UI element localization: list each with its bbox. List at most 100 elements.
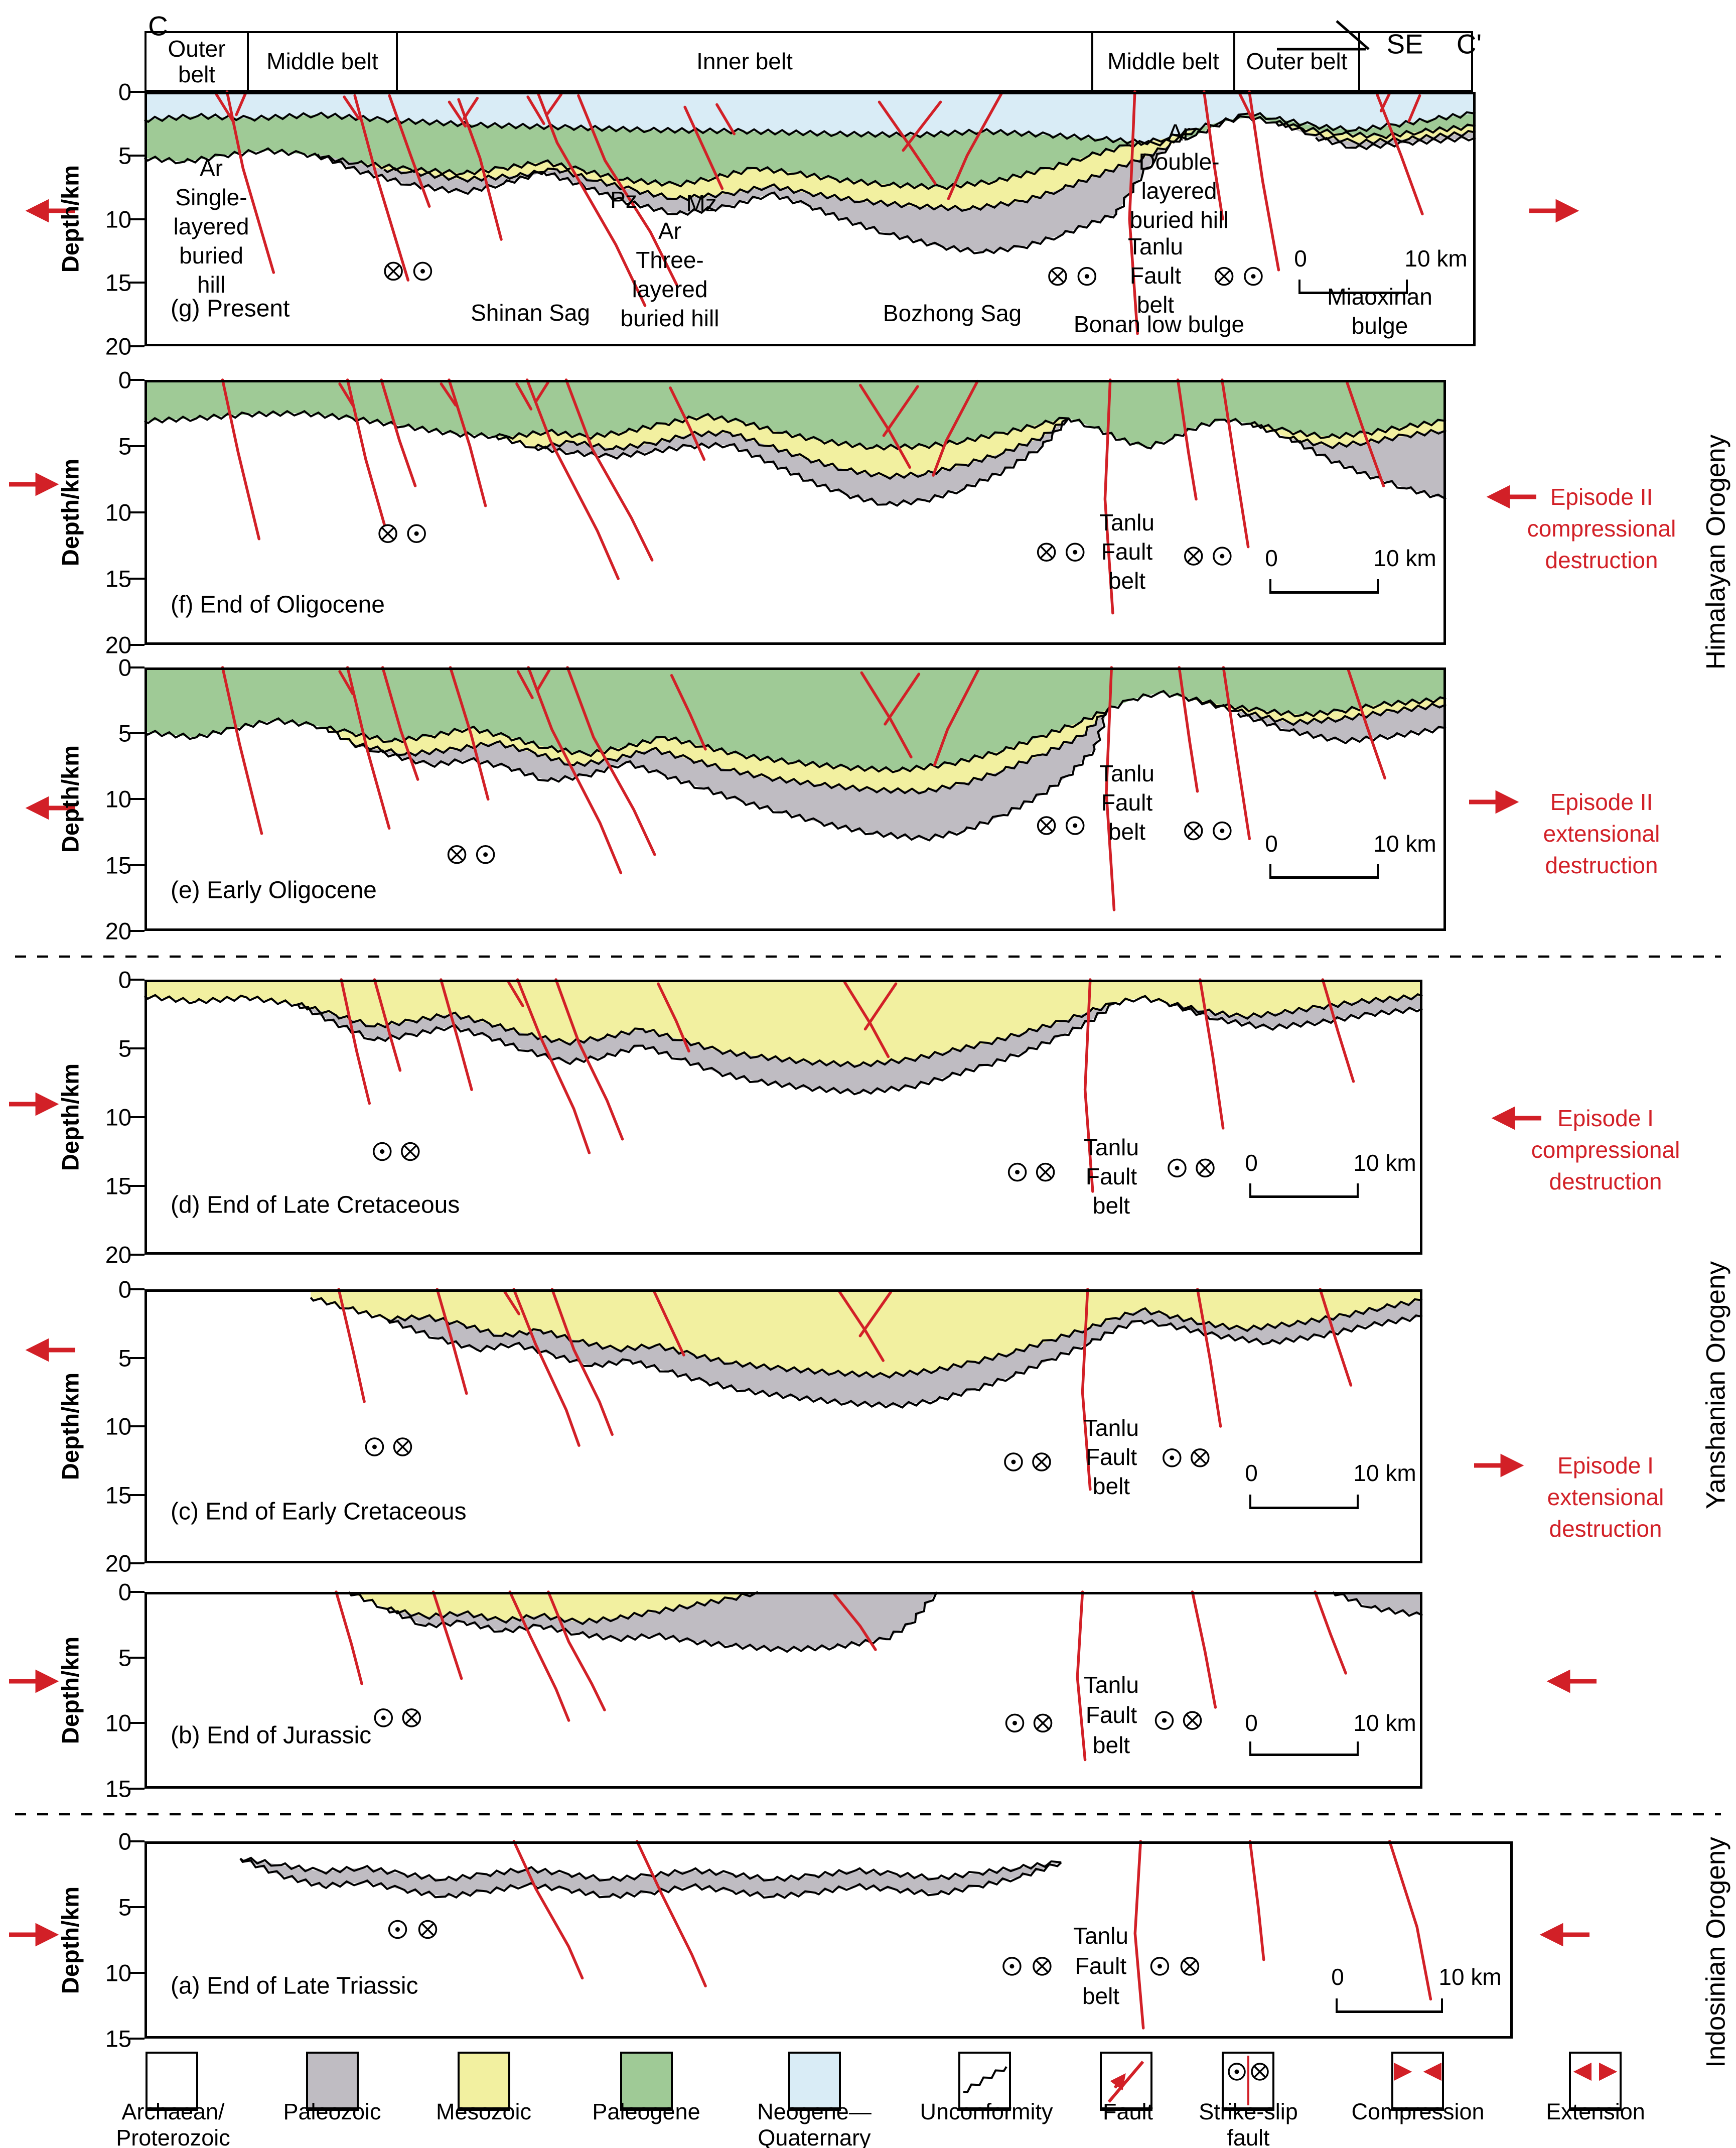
episode1-compressional-line2: compressional <box>1531 1137 1680 1163</box>
fault-line <box>346 378 388 534</box>
fault-splay <box>440 382 457 407</box>
tanlu-label-line3: belt <box>1092 1473 1130 1500</box>
tanlu-label-line1: Tanlu <box>1099 760 1154 787</box>
paleozoic-layer <box>387 1300 1423 1406</box>
fault-line <box>564 378 654 562</box>
fault-splay <box>516 670 534 700</box>
fault-line <box>335 1590 363 1685</box>
fault-line <box>512 1840 584 1980</box>
scalebar-zero: 0 <box>1265 831 1278 857</box>
fault-line <box>525 378 620 580</box>
cross-section-e-early-oligocene <box>143 666 1446 931</box>
panel-border <box>144 667 1446 931</box>
caption-f: (f) End of Oligocene <box>171 591 385 618</box>
tick-label: 0 <box>118 1276 131 1303</box>
fault-line <box>882 385 919 437</box>
fault-line <box>577 94 678 287</box>
fault-line <box>635 1840 707 1987</box>
fault-line <box>381 666 419 781</box>
fault-line <box>457 98 503 241</box>
strike-slip-symbols <box>365 1437 1210 1471</box>
section-end-label: C' <box>1456 28 1482 60</box>
scalebar-ten: 10 km <box>1373 545 1436 572</box>
fault-line <box>448 378 487 507</box>
fault-line <box>1191 1590 1217 1709</box>
fault-line <box>1199 978 1225 1130</box>
paleogene-layer <box>144 667 1446 770</box>
unconformity-line <box>297 1002 1116 1096</box>
unconformity-line <box>386 1591 938 1653</box>
tick-label: 10 <box>105 1959 131 1986</box>
unconformity-line <box>352 709 1109 842</box>
episode1-extensional-line3: destruction <box>1549 1516 1662 1542</box>
bonan-low-bulge-label: Bonan low bulge <box>1073 311 1245 338</box>
legend-swatch-neogene <box>788 2052 841 2111</box>
fault-line <box>902 100 942 152</box>
legend-swatch-paleozoic <box>306 2052 359 2111</box>
tanlu-label-line2: Fault <box>1101 539 1153 565</box>
belt-outer-se: Outer belt <box>1235 33 1360 90</box>
tick-label: 15 <box>105 565 131 592</box>
fault-line <box>449 666 490 801</box>
unconformity-line <box>1315 135 1476 151</box>
tick-label: 0 <box>118 78 131 105</box>
panel-border <box>144 1592 1422 1789</box>
tanlu-label-line1: Tanlu <box>1073 1923 1128 1949</box>
scalebar-zero: 0 <box>1294 245 1307 272</box>
tick-label: 5 <box>118 1345 131 1372</box>
indosinian-orogeny-label: Indosinian Orogeny <box>1701 1837 1731 2068</box>
tanlu-fault-line <box>1105 666 1116 911</box>
scalebar-zero: 0 <box>1245 1460 1258 1487</box>
fault-line <box>833 1593 877 1651</box>
caption-d: (d) End of Late Cretaceous <box>171 1191 460 1219</box>
legend-label-neogene: Neogene— Quaternary <box>757 2099 872 2148</box>
fault-splay <box>448 100 467 128</box>
panel-border <box>144 980 1422 1255</box>
belt-inner: Inner belt <box>398 33 1093 90</box>
tick-label: 20 <box>105 333 131 360</box>
fault-line <box>1314 1590 1347 1675</box>
structural-belt-header: Outer belt Middle belt Inner belt Middle… <box>144 31 1473 92</box>
caption-g: (g) Present <box>171 295 290 322</box>
fault-line <box>380 378 417 487</box>
fault-line <box>1321 978 1355 1083</box>
tanlu-fault-line <box>1076 1590 1087 1762</box>
episode1-extensional-line1: Episode I <box>1557 1452 1654 1479</box>
fault-line <box>346 666 391 830</box>
cross-section-g-present <box>143 90 1476 346</box>
unconformity-line <box>348 1591 759 1626</box>
fault-line <box>1319 1288 1353 1387</box>
fault-splay <box>536 668 551 692</box>
tick-label: 10 <box>105 499 131 526</box>
tick-label: 20 <box>105 1241 131 1268</box>
fault-line <box>337 1288 366 1403</box>
paleozoic-layer <box>317 145 1170 252</box>
fault-line <box>221 666 263 835</box>
fault-line <box>932 379 979 477</box>
fault-splay <box>503 1290 521 1315</box>
cross-section-d-end-late-cretaceous <box>143 978 1423 1255</box>
fault-splay <box>546 93 563 115</box>
fault-splay <box>535 381 549 402</box>
fault-line <box>1388 1840 1432 2001</box>
mesozoic-layer <box>144 980 1422 1065</box>
himalayan-orogeny-label: Himalayan Orogeny <box>1701 434 1731 670</box>
fault-line <box>1222 666 1251 841</box>
paleozoic-layer-right <box>1276 122 1476 148</box>
unconformity-line <box>383 128 1197 212</box>
tanlu-fault-line <box>1083 978 1094 1193</box>
strike-slip-symbol <box>1228 2056 1269 2105</box>
scalebar-zero: 0 <box>1265 545 1278 572</box>
direction-label: SE <box>1386 28 1423 60</box>
paleozoic-layer-right <box>1289 430 1446 499</box>
fault-line <box>388 94 431 208</box>
three-layered-buried-hill-label: Ar Three- layered buried hill <box>620 218 719 331</box>
fault-line <box>512 1288 581 1447</box>
legend-swatch-archaean <box>146 2052 198 2111</box>
paleozoic-layer <box>240 1858 1062 1897</box>
belt-middle-nw: Middle belt <box>249 33 398 90</box>
tanlu-label-line2: Fault <box>1129 262 1182 289</box>
bozhong-sag-label: Bozhong Sag <box>883 300 1022 327</box>
scalebar-zero: 0 <box>1245 1150 1258 1176</box>
